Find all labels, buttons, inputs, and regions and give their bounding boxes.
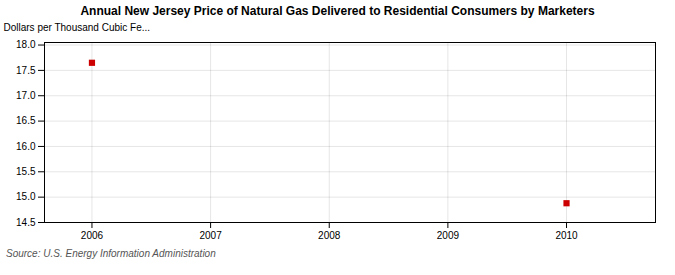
svg-text:15.0: 15.0 xyxy=(16,191,36,202)
svg-text:Dollars per Thousand Cubic Fe.: Dollars per Thousand Cubic Fe... xyxy=(4,22,151,33)
svg-text:14.5: 14.5 xyxy=(16,217,36,228)
svg-text:17.0: 17.0 xyxy=(16,90,36,101)
html-text:Annual New Jersey Price of Nat: Annual New Jersey Price of Natural Gas D… xyxy=(80,4,595,18)
html-text:Source: U.S. Energy Informatio: Source: U.S. Energy Information Administ… xyxy=(6,248,216,259)
svg-text:2006: 2006 xyxy=(81,230,104,241)
svg-text:17.5: 17.5 xyxy=(16,65,36,76)
svg-text:16.5: 16.5 xyxy=(16,115,36,126)
svg-text:2009: 2009 xyxy=(437,230,460,241)
svg-text:2007: 2007 xyxy=(199,230,222,241)
svg-text:2010: 2010 xyxy=(555,230,578,241)
svg-text:2008: 2008 xyxy=(318,230,341,241)
svg-text:15.5: 15.5 xyxy=(16,166,36,177)
svg-text:16.0: 16.0 xyxy=(16,141,36,152)
svg-text:18.0: 18.0 xyxy=(16,39,36,50)
